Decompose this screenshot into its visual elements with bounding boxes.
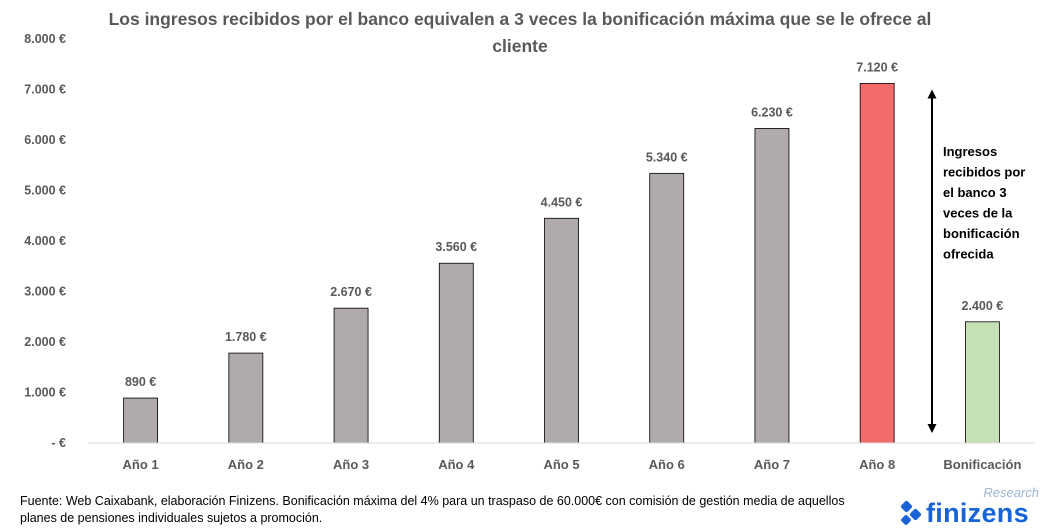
- x-tick-label: Año 5: [543, 457, 579, 472]
- y-tick-label: 7.000 €: [24, 83, 66, 97]
- bar: [754, 127, 790, 444]
- y-tick-label: 1.000 €: [24, 386, 66, 400]
- x-tick-label: Año 3: [333, 457, 369, 472]
- data-label: 890 €: [125, 375, 156, 389]
- x-tick-label: Año 7: [754, 457, 790, 472]
- y-tick-label: - €: [51, 436, 66, 450]
- arrow-head-up-icon: [927, 89, 937, 99]
- data-label: 1.780 €: [225, 330, 267, 344]
- y-tick-label: 3.000 €: [24, 285, 66, 299]
- x-tick-label: Año 2: [228, 457, 264, 472]
- x-tick-label: Año 1: [123, 457, 159, 472]
- x-tick-label: Año 4: [438, 457, 475, 472]
- bar: [438, 262, 474, 444]
- bar: [964, 321, 1000, 444]
- x-tick-label: Año 6: [649, 457, 685, 472]
- source-footnote: Fuente: Web Caixabank, elaboración Finiz…: [20, 494, 845, 525]
- arrow-head-down-icon: [927, 424, 937, 433]
- bar: [228, 352, 264, 444]
- bar: [649, 172, 685, 444]
- data-label: 2.400 €: [962, 299, 1004, 313]
- annotation-text: bonificación: [943, 226, 1020, 241]
- bar: [123, 397, 159, 444]
- annotation-text: veces de la: [943, 206, 1013, 221]
- finizens-logo-icon: [900, 500, 922, 525]
- x-tick-label: Bonificación: [943, 457, 1021, 472]
- data-label: 2.670 €: [330, 285, 372, 299]
- annotation-text: el banco 3: [943, 185, 1007, 200]
- y-tick-label: 6.000 €: [24, 133, 66, 147]
- x-tick-label: Año 8: [859, 457, 895, 472]
- data-label: 3.560 €: [435, 240, 477, 254]
- bar: [544, 217, 579, 444]
- brand-name: finizens: [926, 498, 1029, 528]
- bar: [859, 83, 895, 444]
- y-tick-label: 5.000 €: [24, 184, 66, 198]
- brand-tag: Research: [983, 485, 1039, 500]
- y-tick-label: 8.000 €: [24, 32, 66, 46]
- data-label: 4.450 €: [541, 195, 583, 209]
- y-tick-label: 2.000 €: [24, 335, 66, 349]
- annotation-text: ofrecida: [943, 247, 994, 262]
- chart-title: Los ingresos recibidos por el banco equi…: [108, 9, 932, 56]
- data-label: 7.120 €: [856, 60, 898, 74]
- finizens-logo: Research finizens: [898, 484, 1043, 528]
- data-label: 5.340 €: [646, 150, 688, 164]
- y-tick-label: 4.000 €: [24, 234, 66, 248]
- annotation-text: recibidos por: [943, 165, 1025, 180]
- annotation-text: Ingresos: [943, 144, 997, 159]
- bar: [333, 307, 369, 444]
- data-label: 6.230 €: [751, 105, 793, 119]
- bar-chart: - € 1.000 € 2.000 € 3.000 € 4.000 € 5.000 € 6.…: [24, 32, 1035, 472]
